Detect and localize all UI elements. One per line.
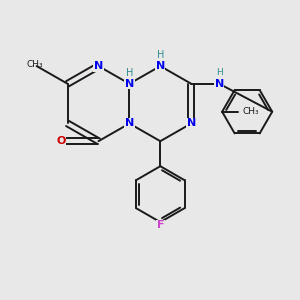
Text: N: N: [125, 118, 134, 128]
Text: H: H: [216, 68, 223, 77]
Text: CH₃: CH₃: [243, 107, 260, 116]
Text: N: N: [125, 79, 134, 89]
Text: N: N: [187, 118, 196, 128]
Text: N: N: [94, 61, 103, 71]
Text: N: N: [156, 61, 165, 71]
Text: F: F: [157, 220, 164, 230]
Text: H: H: [126, 68, 133, 78]
Text: CH₃: CH₃: [27, 60, 44, 69]
Text: N: N: [214, 79, 224, 89]
Text: O: O: [56, 136, 66, 146]
Text: H: H: [157, 50, 164, 60]
